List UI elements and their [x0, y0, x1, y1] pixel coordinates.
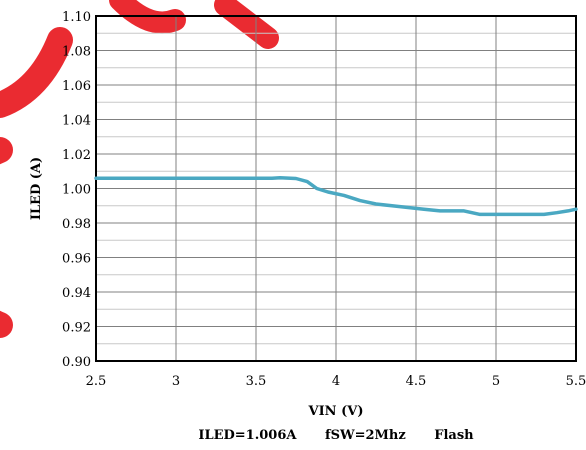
- plot-area-frame: [95, 15, 577, 362]
- x-tick-label: 4.5: [406, 374, 427, 389]
- y-tick-label: 1.02: [62, 148, 91, 163]
- x-axis-label: VIN (V): [308, 404, 364, 419]
- y-tick-label: 1.08: [62, 45, 91, 60]
- y-tick-label: 1.00: [62, 183, 91, 198]
- series-lines: [94, 176, 578, 217]
- x-tick-label: 5.5: [566, 374, 586, 389]
- x-tick-label: 3: [172, 374, 180, 389]
- caption-mode: Flash: [434, 428, 474, 443]
- y-tick-label: 0.94: [62, 286, 91, 301]
- y-tick-label: 0.98: [62, 217, 91, 232]
- y-axis-label: ILED (A): [29, 157, 44, 220]
- watermark-arc: [214, 0, 279, 49]
- y-tick-labels: 0.90 0.92 0.94 0.96 0.98 1.00 1.02 1.04 1.06 1.08…: [62, 10, 91, 370]
- caption-iled: ILED=1.006A: [198, 428, 297, 443]
- x-tick-label: 3.5: [246, 374, 267, 389]
- series-line: [94, 176, 578, 217]
- grid-lines: [95, 15, 577, 362]
- conditions-caption: ILED=1.006A fSW=2Mhz Flash: [96, 428, 576, 443]
- caption-fsw: fSW=2Mhz: [324, 428, 406, 443]
- y-tick-label: 0.90: [62, 355, 91, 370]
- y-tick-label: 0.92: [62, 321, 91, 336]
- x-tick-labels: 2.5 3 3.5 4 4.5 5 5.5: [86, 374, 586, 389]
- watermark-arc: [109, 0, 186, 34]
- x-tick-label: 5: [492, 374, 500, 389]
- watermark-arc: [0, 27, 73, 118]
- y-tick-label: 0.96: [62, 252, 91, 267]
- x-tick-label: 4: [332, 374, 340, 389]
- watermark-arcs: [0, 0, 279, 338]
- x-tick-label: 2.5: [86, 374, 107, 389]
- y-tick-label: 1.10: [62, 10, 91, 25]
- y-tick-label: 1.06: [62, 79, 91, 94]
- y-tick-label: 1.04: [62, 114, 91, 129]
